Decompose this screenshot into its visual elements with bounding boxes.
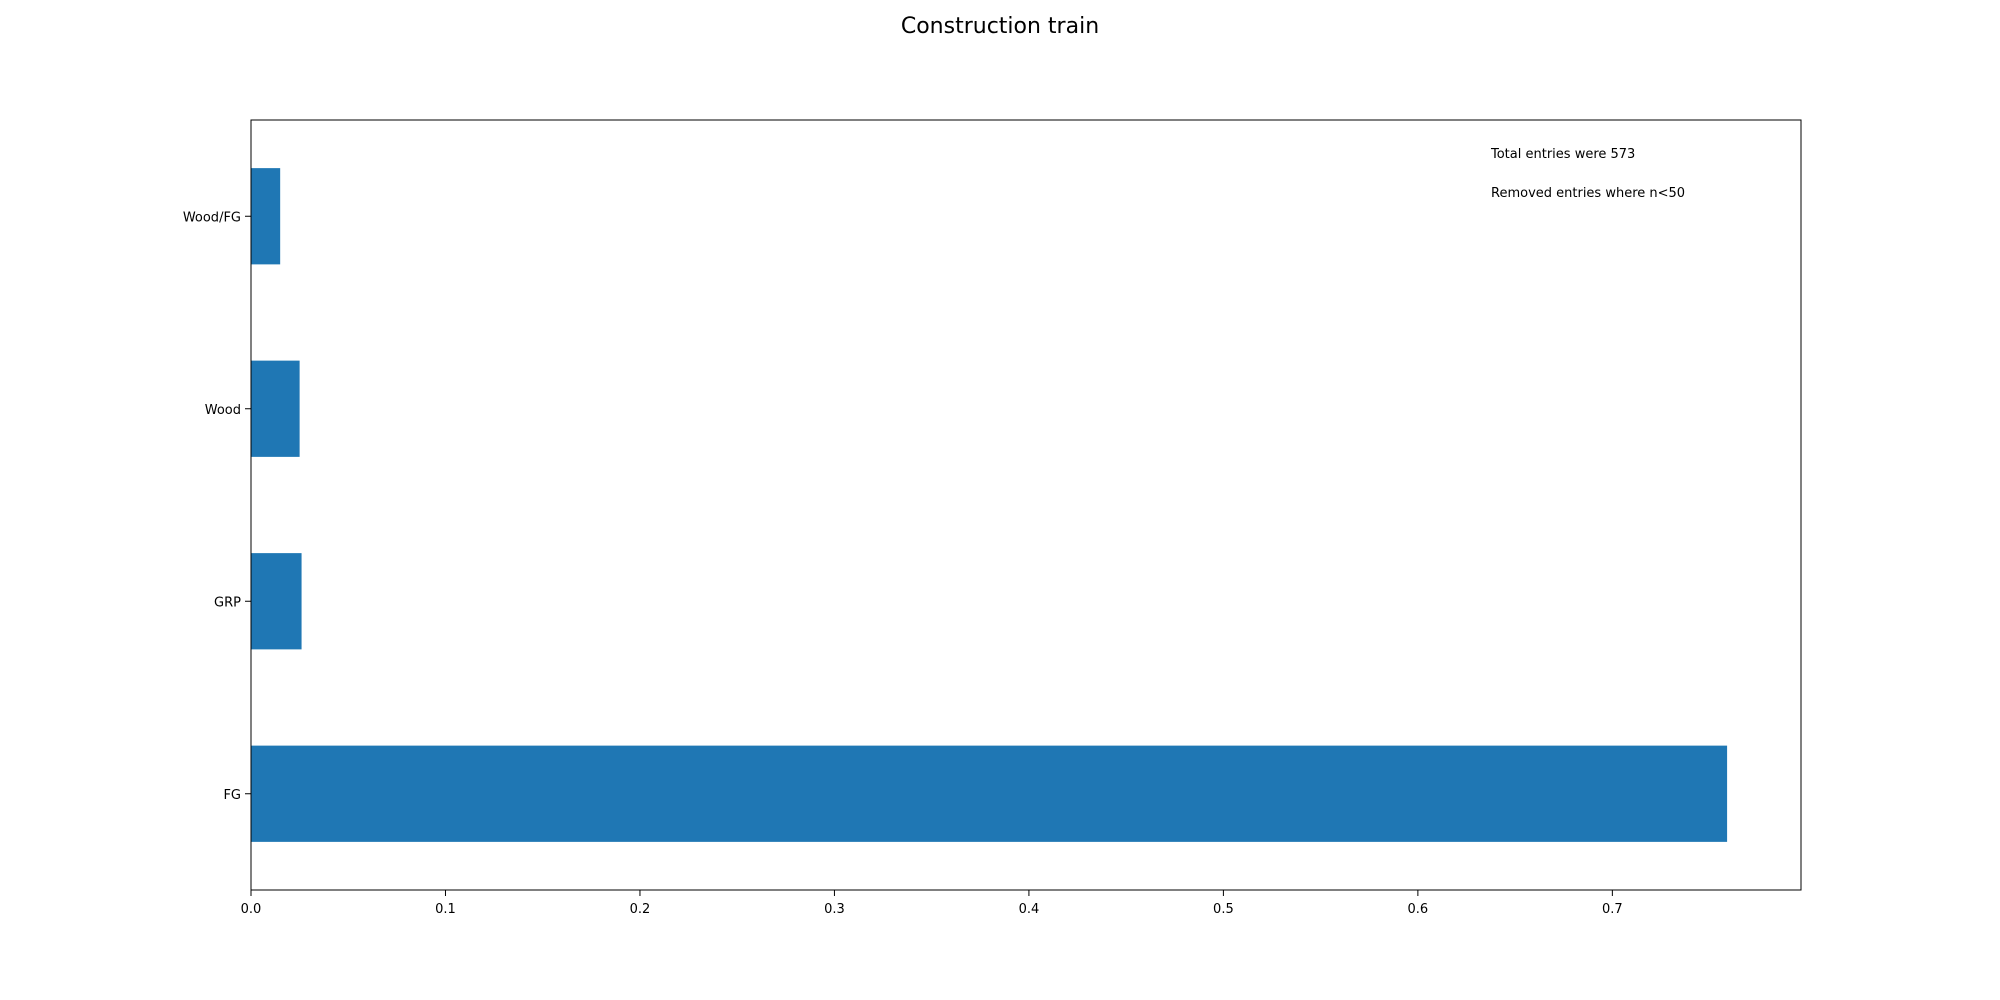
y-tick-label: Wood/FG <box>183 210 241 225</box>
annotation-text: Removed entries where n<50 <box>1491 186 1685 201</box>
bar-fg <box>251 745 1728 842</box>
chart-title: Construction train <box>900 14 1100 39</box>
annotations-layer: Total entries were 573 Removed entries wh… <box>1490 147 1685 201</box>
y-tick-label: FG <box>223 788 241 803</box>
bars-layer <box>251 168 1728 842</box>
x-tick-label: 0.4 <box>1019 902 1040 917</box>
axes-layer: FG GRP Wood Wood/FG 0.0 0.1 0.2 0.3 0.4 0.5 0.6 0.7 <box>183 119 1802 917</box>
x-tick-label: 0.0 <box>241 902 262 917</box>
plot-frame <box>250 119 1802 891</box>
annotation-text: Total entries were 573 <box>1490 147 1635 162</box>
bar-wood-fg <box>251 168 281 265</box>
x-tick-label: 0.3 <box>824 902 845 917</box>
x-tick-label: 0.6 <box>1408 902 1429 917</box>
x-tick-label: 0.2 <box>630 902 651 917</box>
y-tick-label: Wood <box>205 403 241 418</box>
bar-grp <box>251 553 302 650</box>
x-tick-label: 0.1 <box>435 902 456 917</box>
bar-wood <box>251 360 300 457</box>
x-tick-label: 0.5 <box>1213 902 1234 917</box>
x-tick-label: 0.7 <box>1602 902 1623 917</box>
y-tick-label: GRP <box>214 595 241 610</box>
